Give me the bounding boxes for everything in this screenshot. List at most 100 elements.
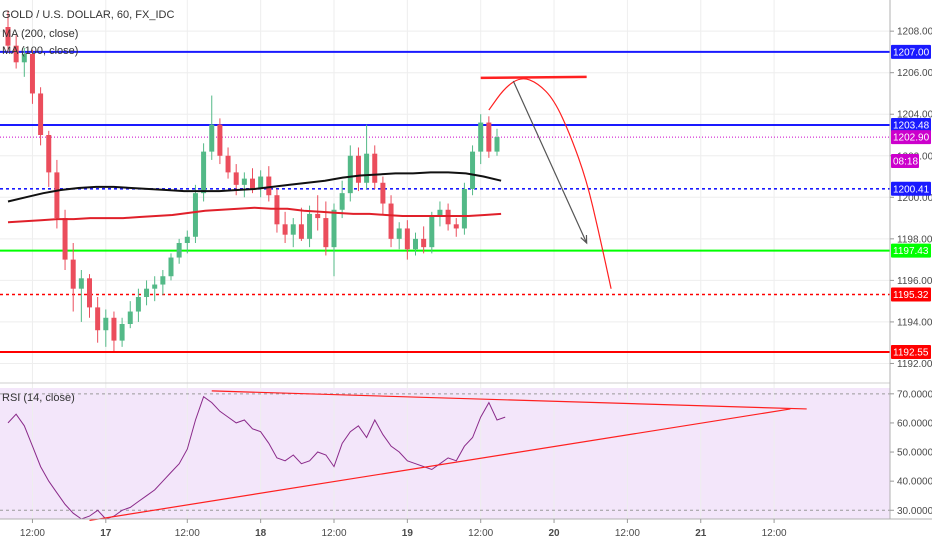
candle-body-40	[331, 209, 337, 248]
time-tick-label-10: 12:00	[762, 528, 787, 539]
price-badge-1	[891, 118, 931, 133]
candle-body-10	[87, 278, 92, 308]
time-tick-label-9: 21	[695, 528, 707, 539]
projection-arrow-head	[580, 234, 588, 245]
time-tick-label-7: 20	[548, 528, 560, 539]
candle-body-18	[152, 284, 158, 289]
candle-body-48	[396, 228, 402, 239]
time-tick-label-6: 12:00	[468, 528, 493, 539]
time-tick-label-1: 17	[100, 528, 112, 539]
projection-arrow-line	[512, 80, 588, 244]
candle-body-37	[307, 213, 313, 239]
price-tick-label-6: 1196.00	[897, 276, 932, 287]
candle-body-11	[95, 307, 101, 331]
candle-body-31	[258, 176, 264, 189]
candle-body-4	[38, 93, 44, 135]
candle-body-52	[429, 216, 435, 248]
candle-body-25	[209, 124, 215, 152]
candlestick-series	[5, 10, 500, 351]
rsi-label: RSI (14, close)	[2, 392, 75, 404]
candle-body-59	[486, 122, 492, 152]
candle-body-3	[29, 54, 35, 94]
candle-body-50	[413, 238, 418, 250]
candle-body-16	[135, 297, 141, 312]
candle-body-44	[364, 153, 370, 183]
candle-body-5	[46, 135, 52, 173]
price-tick-label-7: 1194.00	[897, 317, 932, 328]
price-badge-6	[891, 287, 931, 302]
candle-body-58	[478, 122, 484, 152]
ma-100-line	[7, 206, 502, 224]
price-badge-7	[891, 345, 931, 360]
price-tick-label-0: 1208.00	[897, 27, 932, 38]
candle-body-51	[421, 238, 427, 248]
candle-body-54	[445, 209, 451, 225]
candle-body-27	[225, 155, 231, 173]
candle-body-9	[78, 278, 84, 289]
candle-body-29	[241, 178, 247, 185]
ma-200-line	[7, 171, 502, 203]
candle-body-35	[290, 224, 296, 235]
rsi-tick-label-4: 30.0000	[897, 506, 932, 517]
candle-body-39	[323, 218, 329, 248]
price-tick-label-2: 1204.00	[897, 110, 932, 121]
candle-body-21	[176, 243, 182, 258]
candle-body-13	[111, 317, 117, 341]
price-badge-label-1: 1203.48	[893, 121, 930, 132]
candle-body-36	[298, 224, 304, 239]
candle-body-56	[461, 189, 467, 229]
candle-body-60	[494, 137, 500, 152]
price-badge-2	[891, 130, 931, 145]
projection-curve	[488, 78, 612, 289]
rsi-line	[7, 395, 506, 520]
candle-body-38	[315, 213, 321, 219]
candle-body-8	[70, 259, 76, 289]
price-tick-label-5: 1198.00	[897, 234, 932, 245]
rsi-tick-label-1: 60.0000	[897, 418, 932, 429]
price-badge-label-6: 1195.32	[893, 290, 929, 301]
candle-body-1	[13, 45, 19, 63]
candle-body-57	[470, 151, 476, 189]
time-tick-label-4: 12:00	[321, 528, 346, 539]
candle-body-34	[282, 224, 288, 235]
candle-body-55	[453, 224, 459, 229]
time-tick-label-5: 19	[402, 528, 414, 539]
chart-title: GOLD / U.S. DOLLAR, 60, FX_IDC	[2, 9, 175, 21]
candle-body-42	[347, 155, 353, 194]
time-tick-label-0: 12:00	[20, 528, 45, 539]
price-badge-label-2: 1202.90	[893, 133, 930, 144]
ma-100-label: MA (100, close)	[2, 45, 79, 57]
candle-body-33	[274, 195, 280, 225]
candle-body-15	[127, 311, 133, 324]
moving-averages	[7, 171, 502, 224]
candle-body-12	[103, 317, 109, 331]
candle-body-41	[339, 193, 345, 210]
price-tick-label-4: 1200.00	[897, 193, 932, 204]
price-badge-5	[891, 243, 931, 258]
candle-body-53	[437, 209, 443, 216]
price-badge-label-4: 1200.41	[893, 184, 930, 195]
price-tick-label-8: 1192.00	[897, 359, 932, 370]
candle-body-47	[388, 203, 394, 239]
rsi-tick-label-0: 70.0000	[897, 389, 932, 400]
horizontal-levels	[0, 50, 890, 354]
price-badge-label-0: 1207.00	[893, 47, 930, 58]
candle-body-32	[266, 176, 272, 196]
candle-body-24	[201, 151, 207, 194]
trend-drawings	[480, 75, 612, 289]
time-tick-label-3: 18	[255, 528, 267, 539]
candle-body-17	[144, 288, 150, 297]
candle-body-19	[160, 276, 166, 285]
candle-body-26	[217, 124, 223, 156]
candle-body-28	[233, 172, 239, 185]
candle-body-14	[119, 324, 125, 341]
candle-body-46	[380, 182, 386, 204]
candle-body-20	[168, 257, 174, 277]
candle-body-22	[184, 236, 190, 243]
price-tick-label-1: 1206.00	[897, 68, 932, 79]
candle-body-49	[404, 228, 410, 250]
ma-200-label: MA (200, close)	[2, 28, 79, 40]
